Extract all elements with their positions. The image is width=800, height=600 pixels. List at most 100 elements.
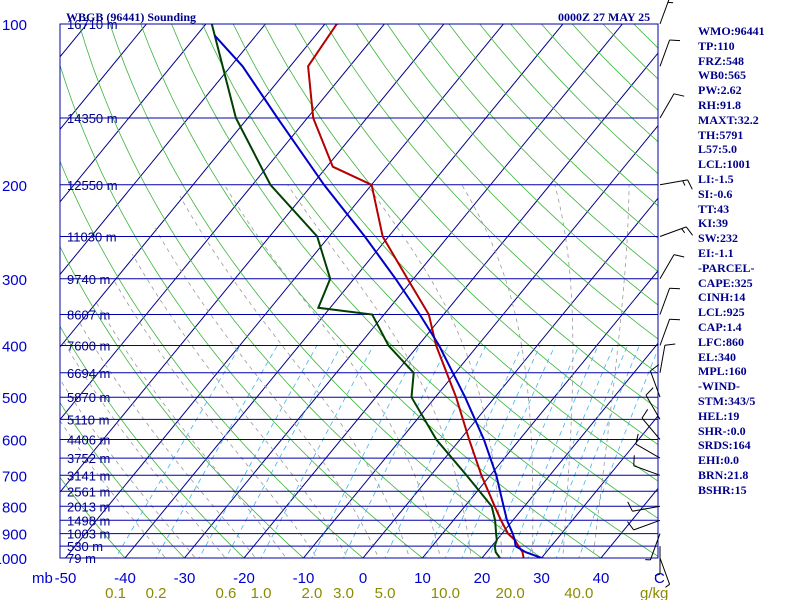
temperature-tick-label: 40: [593, 570, 610, 587]
isotherm-line: [302, 124, 658, 558]
pressure-tick-label: 1000: [0, 551, 27, 568]
moist-adiabat-line: [154, 226, 380, 558]
stability-index-item: EL:340: [698, 349, 737, 364]
moist-adiabat-line: [366, 184, 503, 558]
height-label: 530 m: [67, 539, 103, 554]
mixing-ratio-line: [225, 345, 342, 558]
moist-adiabat-line: [112, 278, 318, 558]
stability-index-item: SHR-:0.0: [698, 423, 746, 438]
stability-index-item: PW:2.62: [698, 83, 742, 98]
pressure-tick-label: 800: [2, 499, 27, 516]
mixing-ratio-tick-label: 0.6: [215, 585, 236, 600]
stability-index-item: RH:91.8: [698, 97, 741, 112]
stability-index-item: -PARCEL-: [698, 260, 755, 275]
mixing-ratio-line: [578, 348, 658, 558]
wind-barb: [659, 226, 693, 237]
temperature-tick-label: -10: [293, 570, 315, 587]
isotherm-line: [60, 24, 267, 276]
isotherm-line: [64, 24, 505, 558]
stability-index-item: HEL:19: [698, 408, 740, 423]
height-label: 8607 m: [67, 308, 110, 323]
mixing-ratio-tick-label: 1.0: [251, 585, 272, 600]
dry-adiabat-line: [60, 401, 186, 558]
stability-index-item: LCL:925: [698, 305, 745, 320]
mixing-ratio-line: [198, 345, 318, 558]
pressure-tick-label: 100: [2, 17, 27, 34]
stability-index-item: CINH:14: [698, 290, 746, 305]
stability-index-item: EI:-1.1: [698, 245, 734, 260]
stability-index-item: SI:-0.6: [698, 186, 733, 201]
isotherm-line: [60, 24, 207, 203]
stability-index-item: CAPE:325: [698, 275, 753, 290]
height-label: 7600 m: [67, 339, 110, 354]
mixing-ratio-line: [343, 345, 449, 558]
dry-adiabat-line: [60, 325, 245, 558]
pressure-tick-label: 300: [2, 272, 27, 289]
temperature-tick-label: -30: [174, 570, 196, 587]
wind-barb: [645, 533, 661, 561]
mixing-ratio-line: [311, 345, 420, 558]
stability-index-item: FRZ:548: [698, 53, 744, 68]
wind-barb: [627, 519, 661, 531]
wind-barb: [659, 287, 681, 315]
stability-index-item: LFC:860: [698, 334, 744, 349]
moist-adiabat-line: [287, 184, 472, 558]
mixing-ratio-unit-label: g/kg: [640, 585, 668, 600]
mixing-ratio-line: [425, 345, 523, 558]
moist-adiabat-line: [60, 420, 167, 558]
temperature-unit-label: C: [654, 570, 665, 587]
isotherm-line: [540, 415, 658, 558]
pressure-tick-label: 200: [2, 178, 27, 195]
temperature-tick-label: 20: [474, 570, 491, 587]
height-label: 3752 m: [67, 451, 110, 466]
wind-barb: [633, 455, 661, 476]
moist-adiabat-line: [461, 184, 534, 558]
pressure-tick-label: 500: [2, 390, 27, 407]
isotherm-line: [243, 52, 658, 558]
height-label: 3141 m: [67, 468, 110, 483]
mixing-ratio-line: [461, 345, 556, 558]
height-label: 11030 m: [67, 230, 117, 245]
parcel-profile: [213, 34, 542, 558]
wind-barb: [645, 387, 661, 420]
stability-index-item: EHI:0.0: [698, 453, 740, 468]
height-label: 1498 m: [67, 513, 110, 528]
stability-index-item: CAP:1.4: [698, 319, 742, 334]
isotherm-line: [481, 342, 658, 558]
stability-index-item: SRDS:164: [698, 438, 751, 453]
wind-barb: [659, 343, 676, 373]
wind-barb: [654, 546, 661, 577]
height-label: 16710 m: [67, 17, 118, 32]
dry-adiabat-line: [60, 245, 305, 558]
pressure-tick-label: 900: [2, 527, 27, 544]
wind-barb: [659, 39, 681, 67]
axis-labels: 100200300400500600700800900100016710 m14…: [0, 17, 609, 600]
mixing-ratio-line: [527, 345, 615, 558]
mixing-ratio-line: [260, 345, 374, 558]
height-label: 12550 m: [67, 178, 118, 193]
height-label: 5110 m: [67, 412, 109, 427]
temperature-tick-label: 10: [414, 570, 431, 587]
pressure-tick-label: 600: [2, 433, 27, 450]
stability-index-item: BSHR:15: [698, 482, 747, 497]
stability-index-item: LCL:1001: [698, 157, 751, 172]
mixing-ratio-tick-label: 2.0: [301, 585, 322, 600]
stability-index-item: STM:343/5: [698, 393, 756, 408]
height-label: 1003 m: [67, 527, 110, 542]
wind-barb: [659, 254, 685, 280]
station-title: WBGB (96441) Sounding: [66, 10, 196, 24]
stability-index-item: LI:-1.5: [698, 171, 734, 186]
stability-index-item: -WIND-: [698, 379, 740, 394]
mixing-ratio-line: [542, 345, 628, 558]
wind-barb: [627, 501, 661, 512]
isotherm-line: [60, 24, 386, 421]
mixing-ratio-tick-label: 3.0: [333, 585, 354, 600]
wind-barb: [659, 0, 674, 25]
stability-index-item: BRN:21.8: [698, 467, 749, 482]
wind-barb: [659, 179, 693, 190]
dewpoint-profile: [210, 24, 501, 558]
wind-barbs: [627, 0, 693, 588]
stability-index-item: SW:232: [698, 231, 739, 246]
height-label: 6694 m: [67, 366, 110, 381]
